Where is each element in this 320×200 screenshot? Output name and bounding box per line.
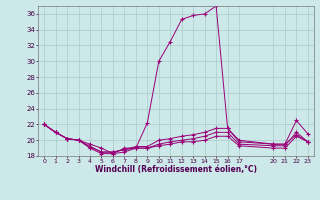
- X-axis label: Windchill (Refroidissement éolien,°C): Windchill (Refroidissement éolien,°C): [95, 165, 257, 174]
